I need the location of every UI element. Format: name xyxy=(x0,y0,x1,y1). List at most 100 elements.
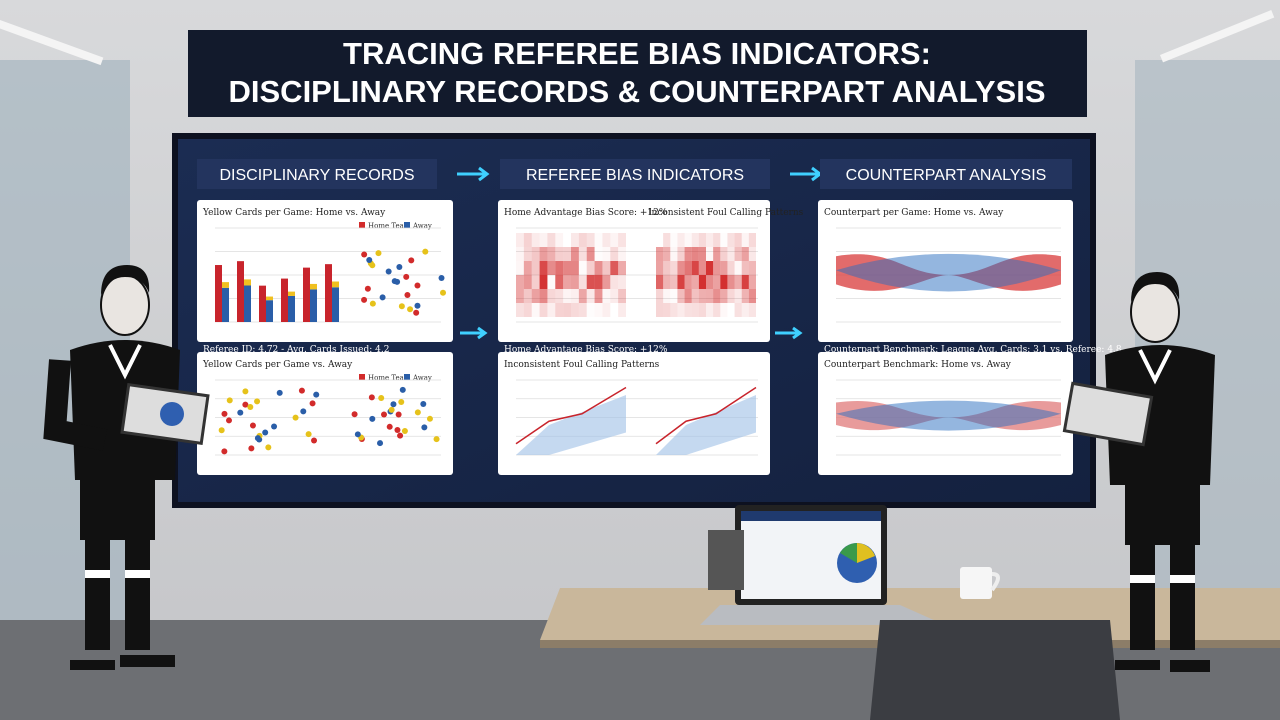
heat-cell xyxy=(516,289,524,303)
heat-cell xyxy=(677,261,685,275)
panel-subtitle: Inconsistent Foul Calling Patterns xyxy=(648,208,804,218)
mug xyxy=(960,567,992,599)
scatter-dot xyxy=(271,423,278,430)
line xyxy=(515,386,627,445)
ceiling-light xyxy=(0,20,104,66)
heat-cell xyxy=(578,247,587,261)
line xyxy=(655,386,757,445)
heat-cell xyxy=(516,303,524,317)
heat-cell xyxy=(618,261,626,275)
heat-cell xyxy=(523,247,532,261)
heat-cell xyxy=(555,289,564,303)
legend-label: Home Team xyxy=(368,374,411,382)
scatter-dot xyxy=(368,394,375,401)
title-line: TRACING REFEREE BIAS INDICATORS: xyxy=(343,36,931,71)
scatter-dot xyxy=(403,273,410,280)
heat-cell xyxy=(734,289,742,303)
heat-cell xyxy=(656,247,664,261)
bar xyxy=(332,287,339,322)
band xyxy=(836,400,1061,431)
heat-cell xyxy=(531,275,540,289)
heat-cell xyxy=(741,303,749,317)
scatter-dot xyxy=(248,445,255,452)
panel-title: Counterpart per Game: Home vs. Away xyxy=(824,208,1004,218)
panel-footer: Referee ID: 4.72 - Avg. Cards Issued: 4.… xyxy=(203,345,389,355)
heat-cell xyxy=(698,303,706,317)
heat-cell xyxy=(691,303,699,317)
heat-cell xyxy=(748,289,756,303)
heat-cell xyxy=(663,261,671,275)
laptop-header xyxy=(741,511,881,521)
heat-cell xyxy=(720,247,728,261)
heat-cell xyxy=(532,303,540,317)
scatter-dot xyxy=(366,257,373,264)
mug-handle xyxy=(990,572,1000,592)
heat-cell xyxy=(684,247,692,261)
section-header xyxy=(197,159,437,189)
scatter-dot xyxy=(237,409,244,416)
heat-cell xyxy=(571,261,579,275)
flow-arrow xyxy=(460,326,488,340)
panel-title: Inconsistent Foul Calling Patterns xyxy=(504,360,660,370)
heat-cell xyxy=(691,247,699,261)
heat-cell xyxy=(656,261,664,275)
heat-cell xyxy=(691,275,699,289)
heat-cell xyxy=(547,275,555,289)
heat-cell xyxy=(579,261,587,275)
scatter-dot xyxy=(265,444,272,451)
bar xyxy=(222,287,229,322)
bar xyxy=(288,295,295,322)
heat-cell xyxy=(670,289,677,303)
heat-cell xyxy=(734,247,742,261)
heat-cell xyxy=(720,233,727,247)
heat-cell xyxy=(563,261,571,275)
heat-cell xyxy=(684,261,692,275)
chair xyxy=(870,620,1120,720)
bar xyxy=(244,285,251,322)
scatter-dot xyxy=(311,437,318,444)
laptop-pie-slice xyxy=(857,543,875,563)
heat-cell xyxy=(539,289,548,303)
heat-cell xyxy=(578,275,587,289)
heat-cell xyxy=(698,289,706,303)
heat-cell xyxy=(531,261,540,275)
bar xyxy=(259,285,266,322)
heat-cell xyxy=(684,275,692,289)
heat-cell xyxy=(578,233,587,247)
heat-cell xyxy=(677,275,685,289)
heat-cell xyxy=(571,275,579,289)
panel xyxy=(498,200,770,342)
heat-cell xyxy=(523,289,532,303)
heat-cell xyxy=(720,303,727,317)
laptop-pie-slice xyxy=(840,543,857,563)
referee-right xyxy=(1062,272,1215,672)
heat-cell xyxy=(610,247,619,261)
heat-cell xyxy=(741,233,749,247)
heat-cell xyxy=(698,233,706,247)
heat-cell xyxy=(720,275,728,289)
heat-cell xyxy=(602,233,611,247)
heat-cell xyxy=(539,233,548,247)
scatter-dot xyxy=(242,388,249,395)
scatter-dot xyxy=(292,414,299,421)
scatter-dot xyxy=(369,415,376,422)
panel xyxy=(197,352,453,475)
heat-cell xyxy=(547,289,556,303)
section-header xyxy=(820,159,1072,189)
heat-cell xyxy=(727,275,735,289)
heat-cell xyxy=(547,261,556,275)
scatter-dot xyxy=(426,415,433,422)
heat-cell xyxy=(741,247,749,261)
heat-cell xyxy=(677,247,685,261)
heat-cell xyxy=(618,289,626,303)
heat-cell xyxy=(713,261,721,275)
heat-cell xyxy=(748,303,756,317)
heat-cell xyxy=(563,247,571,261)
heat-cell xyxy=(684,289,692,303)
heat-cell xyxy=(539,275,548,289)
heat-cell xyxy=(748,275,756,289)
section-label: DISCIPLINARY RECORDS xyxy=(219,167,414,184)
heat-cell xyxy=(735,261,742,275)
scatter-dot xyxy=(394,427,401,434)
